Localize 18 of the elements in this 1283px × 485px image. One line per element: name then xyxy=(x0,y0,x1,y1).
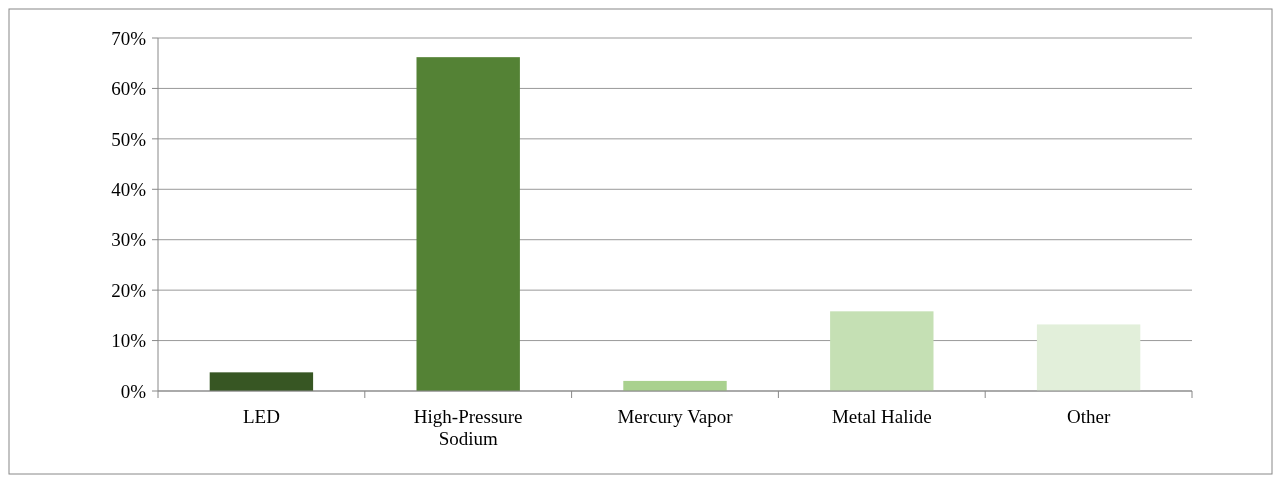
y-tick-label: 10% xyxy=(111,330,147,352)
bar xyxy=(1036,324,1141,391)
x-tick-label: Metal Halide xyxy=(831,406,932,427)
y-tick-label: 70% xyxy=(111,27,147,49)
bar xyxy=(416,57,520,391)
y-tick-label: 20% xyxy=(111,279,147,301)
x-tick-label: Other xyxy=(1066,406,1111,427)
x-tick-label: Mercury Vapor xyxy=(617,406,734,427)
y-tick-label: 30% xyxy=(111,229,147,251)
bar xyxy=(830,311,934,391)
x-tick-label: LED xyxy=(242,406,280,427)
bar xyxy=(623,380,727,391)
y-tick-label: 0% xyxy=(120,380,147,402)
y-tick-label: 40% xyxy=(111,178,147,200)
y-tick-label: 60% xyxy=(111,78,147,100)
x-tick-label: High-Pressure Sodium xyxy=(413,406,523,449)
bar xyxy=(209,372,314,391)
y-tick-label: 50% xyxy=(111,128,147,150)
